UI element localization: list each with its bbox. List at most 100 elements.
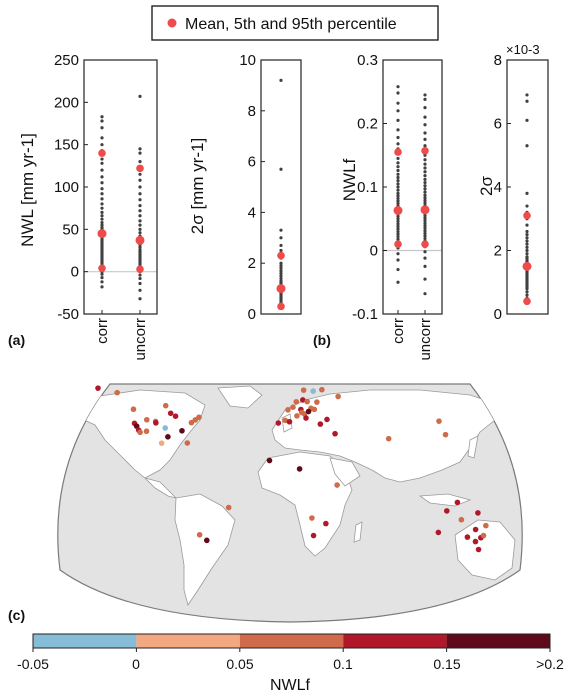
station-marker <box>442 431 449 438</box>
b-right-data-point <box>525 290 529 294</box>
station-marker <box>282 417 289 424</box>
a-left-p5-marker <box>98 264 106 273</box>
a-left-data-point <box>100 206 104 210</box>
a-left-mean-marker <box>135 235 145 245</box>
madagascar-landmass <box>353 521 363 543</box>
a-right-ytick-label: 4 <box>248 204 256 221</box>
b-left-data-point <box>396 109 400 113</box>
b-right-ytick-label: 2 <box>494 243 502 260</box>
b-left-data-point <box>396 219 400 223</box>
a-left-data-point <box>138 204 142 208</box>
colorbar-label: NWLf <box>270 677 311 694</box>
station-marker <box>324 416 330 423</box>
b-left-data-point <box>423 221 427 225</box>
a-left-data-point <box>100 275 104 280</box>
b-left-data-point <box>396 280 400 284</box>
a-right-data-point <box>279 264 283 268</box>
station-marker <box>300 387 307 393</box>
b-right-p5-marker <box>523 297 531 306</box>
b-left-data-point <box>423 123 427 127</box>
b-left-ytick-label: 0.3 <box>357 52 378 69</box>
b-left-data-point <box>423 180 427 185</box>
station-marker <box>285 407 291 413</box>
world-map <box>57 383 523 623</box>
b-right-data-point <box>525 118 529 122</box>
a-left-data-point <box>100 143 104 147</box>
a-left-data-point <box>100 272 104 276</box>
b-right-p95-marker <box>523 211 531 220</box>
a-left-data-point <box>138 209 142 213</box>
b-right-data-point <box>525 242 529 246</box>
station-marker <box>454 499 461 506</box>
b-left-data-point <box>423 177 427 181</box>
a-left-data-point <box>138 214 142 218</box>
a-right-data-point <box>279 266 283 270</box>
b-left-p5-marker <box>421 240 429 248</box>
station-marker <box>172 413 179 419</box>
a-left-p5-marker <box>136 265 144 273</box>
b-left-data-point <box>396 168 400 173</box>
station-marker <box>167 410 174 417</box>
a-right-ytick-label: 8 <box>248 103 256 120</box>
colorbar-bin <box>446 634 550 648</box>
station-marker <box>266 457 273 464</box>
station-marker <box>472 538 479 545</box>
a-left-data-point <box>138 297 142 301</box>
a-left-data-point <box>138 276 142 281</box>
a-left-data-point <box>100 115 104 119</box>
b-left-ytick-label: 0.2 <box>357 116 378 133</box>
station-marker <box>153 420 159 426</box>
station-marker <box>435 529 442 536</box>
b-left-data-point <box>396 185 400 189</box>
a-left-data-point <box>100 181 104 185</box>
legend: Mean, 5th and 95th percentile <box>151 5 439 41</box>
b-left-p95-marker <box>421 147 429 155</box>
a-left-ytick-label: 250 <box>54 52 79 69</box>
a-left-data-point <box>100 217 104 221</box>
b-left-axes-frame <box>382 59 443 315</box>
plot-b-left: -0.1 0 0.1 0.2 0.3 corr uncorr <box>352 52 443 361</box>
b-right-data-point <box>525 204 529 208</box>
a-right-p95-marker <box>277 251 285 260</box>
station-marker <box>310 532 317 539</box>
b-left-data-point <box>396 172 400 176</box>
station-marker <box>143 416 150 423</box>
b-right-data-point <box>525 233 529 237</box>
plot-a-right: 0 2 4 6 8 10 <box>239 52 302 323</box>
station-marker <box>335 393 341 400</box>
b-left-data-point <box>396 237 400 241</box>
colorbar-tick-4: 0.1 <box>333 656 353 672</box>
station-marker <box>298 409 305 416</box>
b-left-data-point <box>423 201 427 205</box>
b-left-data-point <box>396 128 400 132</box>
b-left-data-point <box>396 227 400 231</box>
a-right-data-point <box>279 167 283 171</box>
b-left-data-point <box>423 190 427 194</box>
a-left-data-point <box>100 280 104 284</box>
b-left-data-point <box>396 91 400 95</box>
b-right-data-point <box>525 252 529 256</box>
a-right-p5-marker <box>277 302 285 311</box>
station-marker <box>130 406 137 413</box>
b-right-data-point <box>525 99 529 103</box>
b-left-ytick-label: -0.1 <box>352 306 378 323</box>
a-left-data-point <box>138 288 142 292</box>
b-left-data-point <box>396 156 400 161</box>
panel-label-c: (c) <box>8 607 25 623</box>
a-left-data-point <box>138 192 142 196</box>
b-left-mean-marker <box>420 205 430 215</box>
b-left-data-point <box>423 193 427 197</box>
b-left-data-point <box>396 101 400 105</box>
a-left-data-point <box>138 172 142 176</box>
b-left-data-point <box>396 222 400 226</box>
station-marker <box>114 389 120 396</box>
station-marker <box>188 419 195 426</box>
b-right-data-point <box>525 223 529 227</box>
a-left-data-point <box>100 175 104 179</box>
b-left-data-point <box>423 231 427 235</box>
a-left-data-point <box>100 192 104 196</box>
a-right-data-point <box>279 243 283 248</box>
a-left-data-point <box>138 231 142 235</box>
station-marker <box>296 466 303 472</box>
b-left-data-point <box>423 166 427 170</box>
